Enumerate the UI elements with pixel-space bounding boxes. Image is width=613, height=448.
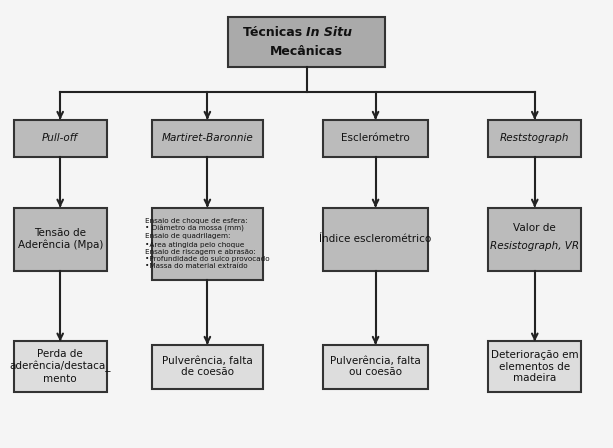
Text: Ensaio de choque de esfera:
• Diâmetro da mossa (mm)
Ensaio de quadrilagem:
•Áre: Ensaio de choque de esfera: • Diâmetro d… <box>145 218 270 269</box>
Text: Técnicas: Técnicas <box>243 26 306 39</box>
FancyBboxPatch shape <box>152 345 263 389</box>
Text: Pull-off: Pull-off <box>42 134 78 143</box>
FancyBboxPatch shape <box>488 120 581 157</box>
Text: In Situ: In Situ <box>306 26 352 39</box>
Text: Perda de
aderência/destaca_
mento: Perda de aderência/destaca_ mento <box>9 349 111 384</box>
FancyBboxPatch shape <box>323 120 428 157</box>
Text: Deterioração em
elementos de
madeira: Deterioração em elementos de madeira <box>491 350 579 383</box>
Text: Reststograph: Reststograph <box>500 134 569 143</box>
Text: Valor de: Valor de <box>514 224 556 233</box>
FancyBboxPatch shape <box>323 345 428 389</box>
FancyBboxPatch shape <box>13 120 107 157</box>
FancyBboxPatch shape <box>488 341 581 392</box>
Text: Índice esclerométrico: Índice esclerométrico <box>319 234 432 244</box>
Text: Tensão de
Aderência (Mpa): Tensão de Aderência (Mpa) <box>18 228 103 250</box>
Text: Martiret-Baronnie: Martiret-Baronnie <box>161 134 253 143</box>
FancyBboxPatch shape <box>229 17 384 67</box>
Text: Resistograph, VR: Resistograph, VR <box>490 241 579 251</box>
Text: Pulverência, falta
de coesão: Pulverência, falta de coesão <box>162 356 253 378</box>
Text: Pulverência, falta
ou coesão: Pulverência, falta ou coesão <box>330 356 421 378</box>
Text: Esclerómetro: Esclerómetro <box>341 134 410 143</box>
FancyBboxPatch shape <box>13 341 107 392</box>
FancyBboxPatch shape <box>488 207 581 271</box>
Text: Mecânicas: Mecânicas <box>270 45 343 58</box>
FancyBboxPatch shape <box>13 207 107 271</box>
FancyBboxPatch shape <box>152 120 263 157</box>
FancyBboxPatch shape <box>323 207 428 271</box>
FancyBboxPatch shape <box>152 207 263 280</box>
